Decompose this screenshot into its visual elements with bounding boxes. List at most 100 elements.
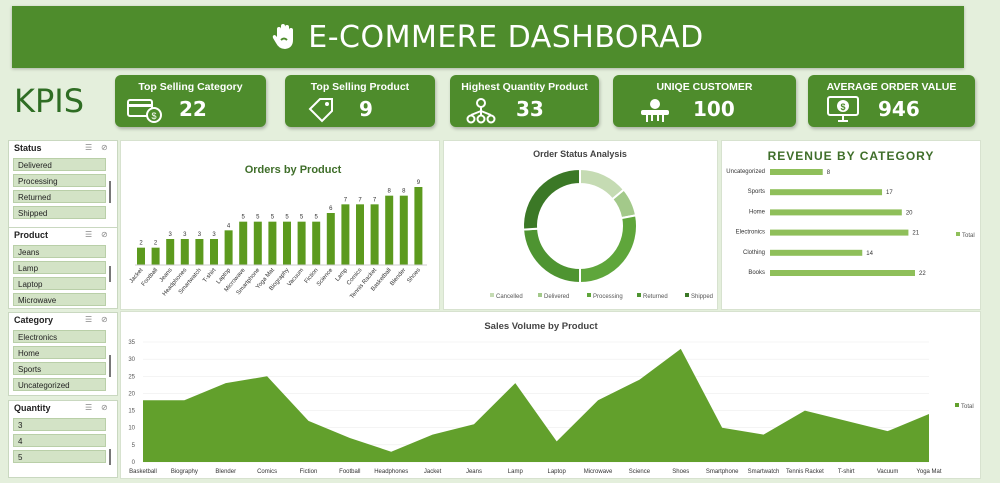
slicer-item[interactable]: Home — [13, 346, 106, 359]
tick-label: Laptop — [548, 469, 567, 475]
slicer-item[interactable]: Returned — [13, 190, 106, 203]
slicer-item[interactable]: Uncategorized — [13, 378, 106, 391]
dashboard-banner: E-COMMERE DASHBORAD — [12, 6, 964, 68]
tick-label: Blender — [389, 267, 407, 287]
tick-label: Sports — [748, 189, 765, 195]
clear-filter-icon[interactable]: ⊘ — [101, 403, 108, 412]
slicer-item[interactable]: Processing — [13, 174, 106, 187]
multi-select-icon[interactable]: ☰ — [85, 230, 93, 239]
tick-label: T-shirt — [838, 469, 855, 475]
tick-label: Jeans — [466, 469, 482, 475]
tick-label: Biography — [171, 469, 198, 475]
slicer-item[interactable]: Lamp — [13, 261, 106, 274]
tick-label: 5 — [132, 443, 136, 449]
tick-label: Electronics — [736, 230, 765, 236]
tick-label: Football — [339, 469, 360, 475]
kpi-value: 100 — [693, 97, 735, 121]
legend-swatch — [538, 293, 542, 297]
kpi-value: 33 — [516, 97, 544, 121]
legend-entry: Shipped — [691, 294, 713, 300]
kpi-label: UNIQE CUSTOMER — [656, 81, 753, 93]
tick-label: Smartphone — [706, 469, 739, 475]
data-label: 5 — [256, 215, 260, 221]
data-label: 5 — [285, 215, 289, 221]
bar — [770, 270, 915, 276]
slicer-title: Status — [14, 143, 42, 153]
multi-select-icon[interactable]: ☰ — [85, 143, 93, 152]
tick-label: 10 — [128, 426, 135, 432]
order-status-panel: Order Status Analysis Cancelled Delivered… — [443, 140, 718, 310]
multi-select-icon[interactable]: ☰ — [85, 403, 93, 412]
dashboard-title: E-COMMERE DASHBORAD — [308, 19, 704, 55]
slicer-item[interactable]: 5 — [13, 450, 106, 463]
slicer-item[interactable]: Jeans — [13, 245, 106, 258]
slicer-quantity: Quantity ☰ ⊘ 3 4 5 — [8, 400, 118, 478]
tick-label: Tennis Racket — [786, 469, 824, 475]
kpi-top-selling-product: Top Selling Product 9 — [285, 75, 435, 127]
slicer-item[interactable]: Delivered — [13, 158, 106, 171]
bar — [151, 247, 160, 265]
slicer-scrollbar[interactable] — [109, 355, 111, 377]
multi-select-icon[interactable]: ☰ — [85, 315, 93, 324]
data-label: 5 — [242, 215, 246, 221]
data-label: 14 — [866, 251, 873, 257]
slicer-scrollbar[interactable] — [109, 266, 111, 282]
clear-filter-icon[interactable]: ⊘ — [101, 230, 108, 239]
money-monitor-icon: $ — [827, 96, 859, 122]
sales-volume-chart: Sales Volume by Product 0 5 10 15 20 25 30 35 Ba… — [128, 321, 973, 475]
slicer-product: Product ☰ ⊘ Jeans Lamp Laptop Microwave — [8, 227, 118, 309]
slicer-title: Product — [14, 230, 49, 240]
bar — [195, 239, 204, 265]
tick-label: Lamp — [508, 469, 524, 475]
svg-text:$: $ — [840, 102, 845, 112]
data-label: 2 — [154, 241, 158, 247]
slicer-item[interactable]: 3 — [13, 418, 106, 431]
tick-label: Shoes — [672, 469, 689, 475]
slicer-scrollbar[interactable] — [109, 181, 111, 203]
legend-swatch — [956, 232, 960, 236]
legend-swatch — [685, 293, 689, 297]
clear-filter-icon[interactable]: ⊘ — [101, 143, 108, 152]
bar — [312, 221, 321, 265]
data-label: 3 — [169, 232, 173, 238]
slicer-status: Status ☰ ⊘ Delivered Processing Returned… — [8, 140, 118, 228]
kpi-label: Highest Quantity Product — [461, 81, 588, 93]
data-label: 3 — [198, 232, 202, 238]
bar — [770, 189, 883, 196]
chart-title: Sales Volume by Product — [484, 321, 598, 332]
slicer-scrollbar[interactable] — [109, 449, 111, 465]
tick-label: Smartwatch — [748, 469, 780, 475]
bar — [341, 204, 350, 265]
tick-label: Fiction — [300, 469, 318, 475]
slicer-item[interactable]: Shipped — [13, 206, 106, 219]
slicer-item[interactable]: Laptop — [13, 277, 106, 290]
slicer-item[interactable]: 4 — [13, 434, 106, 447]
data-label: 6 — [329, 206, 333, 212]
payment-card-icon: $ — [127, 99, 162, 123]
bar — [239, 221, 248, 265]
bar — [770, 229, 909, 236]
data-label: 8 — [827, 170, 831, 176]
data-label: 7 — [344, 197, 348, 203]
data-label: 5 — [315, 215, 319, 221]
tick-label: Vacuum — [877, 469, 899, 475]
revenue-by-category-panel: REVENUE BY CATEGORY Uncategorized 8 Sports… — [721, 140, 981, 310]
kpi-label: Top Selling Category — [138, 81, 243, 93]
data-label: 21 — [912, 231, 919, 237]
chart-title: Order Status Analysis — [533, 149, 627, 159]
area-series — [143, 348, 929, 462]
tick-label: Books — [748, 270, 765, 276]
slicer-item[interactable]: Microwave — [13, 293, 106, 306]
data-label: 5 — [271, 215, 275, 221]
pie-slice — [522, 227, 581, 285]
slicer-item[interactable]: Electronics — [13, 330, 106, 343]
tick-label: Yoga Mat — [916, 469, 941, 475]
legend-swatch — [955, 403, 959, 407]
slicer-item[interactable]: Sports — [13, 362, 106, 375]
clear-filter-icon[interactable]: ⊘ — [101, 315, 108, 324]
data-label: 3 — [212, 232, 216, 238]
kpi-label: AVERAGE ORDER VALUE — [826, 81, 957, 93]
tick-label: Science — [629, 469, 651, 475]
kpi-value: 22 — [179, 97, 207, 121]
tick-label: Jacket — [424, 469, 442, 475]
